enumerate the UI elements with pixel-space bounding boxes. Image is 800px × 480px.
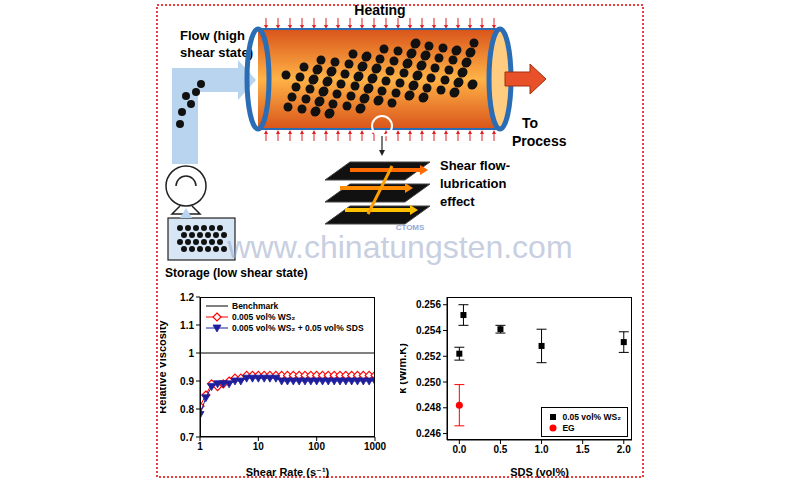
svg-text:1.0: 1.0	[535, 444, 549, 455]
svg-text:lubrication: lubrication	[440, 176, 507, 191]
svg-text:0.250: 0.250	[416, 377, 441, 388]
html-text:EG: EG	[562, 422, 575, 433]
svg-text:0.254: 0.254	[416, 325, 441, 336]
svg-text:0.256: 0.256	[416, 299, 441, 310]
svg-text:10: 10	[253, 441, 265, 452]
svg-text:Shear flow-: Shear flow-	[440, 158, 510, 173]
svg-text:1: 1	[197, 441, 203, 452]
html-text:0.05 vol% WS₂: 0.05 vol% WS₂	[562, 411, 621, 422]
svg-text:SDS (vol%): SDS (vol%)	[510, 466, 569, 478]
svg-text:1.2: 1.2	[180, 292, 194, 303]
svg-text:0.246: 0.246	[416, 428, 441, 439]
svg-text:100: 100	[308, 441, 325, 452]
svg-text:Flow (high: Flow (high	[180, 28, 245, 43]
html-text:0.005 vol% WS₂ + 0.05 vol% SDS: 0.005 vol% WS₂ + 0.05 vol% SDS	[232, 322, 364, 333]
svg-text:k (W/m.K): k (W/m.K)	[400, 343, 408, 394]
svg-text:1.1: 1.1	[180, 320, 194, 331]
svg-text:0.9: 0.9	[180, 376, 194, 387]
svg-text:Storage (low shear state): Storage (low shear state)	[165, 266, 308, 280]
svg-text:0.252: 0.252	[416, 351, 441, 362]
svg-text:Shear Rate (s⁻¹): Shear Rate (s⁻¹)	[246, 466, 330, 478]
svg-text:1.5: 1.5	[576, 444, 590, 455]
html-text:0.005 vol% WS₂: 0.005 vol% WS₂	[232, 311, 296, 322]
svg-text:2.0: 2.0	[617, 444, 631, 455]
svg-text:CTOMS: CTOMS	[395, 223, 425, 232]
svg-text:Heating: Heating	[354, 2, 405, 18]
svg-text:Relative Viscosity: Relative Viscosity	[160, 319, 168, 413]
svg-text:1000: 1000	[364, 441, 387, 452]
svg-text:www.chinatungsten.com: www.chinatungsten.com	[226, 229, 572, 265]
html-text:Benchmark: Benchmark	[232, 300, 279, 311]
svg-text:Process: Process	[512, 133, 567, 149]
svg-text:0.248: 0.248	[416, 402, 441, 413]
svg-text:0.8: 0.8	[180, 404, 194, 415]
svg-text:0.5: 0.5	[493, 444, 507, 455]
svg-text:shear state): shear state)	[180, 45, 253, 60]
svg-text:effect: effect	[440, 194, 475, 209]
svg-text:0.0: 0.0	[452, 444, 466, 455]
svg-text:1: 1	[188, 348, 194, 359]
svg-text:0.7: 0.7	[180, 432, 194, 443]
svg-text:To: To	[522, 115, 538, 131]
